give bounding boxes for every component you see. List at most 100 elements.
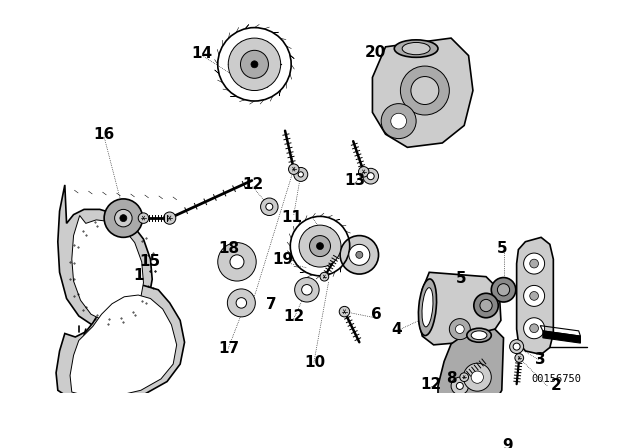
Text: 6: 6 <box>371 307 382 322</box>
Polygon shape <box>214 70 219 74</box>
Polygon shape <box>218 80 223 83</box>
Text: 19: 19 <box>273 252 294 267</box>
Polygon shape <box>291 65 294 69</box>
Circle shape <box>460 373 468 382</box>
Polygon shape <box>349 246 353 250</box>
Text: 17: 17 <box>218 341 239 356</box>
Polygon shape <box>349 238 353 241</box>
Text: 00156750: 00156750 <box>531 374 581 384</box>
Text: 20: 20 <box>365 45 387 60</box>
Ellipse shape <box>471 331 487 340</box>
Text: 15: 15 <box>139 254 160 269</box>
Polygon shape <box>264 27 269 29</box>
Polygon shape <box>239 100 245 102</box>
Circle shape <box>367 172 374 180</box>
Circle shape <box>294 168 308 181</box>
Circle shape <box>115 209 132 227</box>
Text: 8: 8 <box>446 371 456 387</box>
Circle shape <box>474 293 499 318</box>
Polygon shape <box>250 101 255 104</box>
Ellipse shape <box>467 328 492 342</box>
Circle shape <box>524 285 545 306</box>
Polygon shape <box>290 74 292 79</box>
Circle shape <box>120 215 127 222</box>
Polygon shape <box>287 242 291 246</box>
Circle shape <box>451 377 468 395</box>
Polygon shape <box>58 185 152 329</box>
Ellipse shape <box>394 40 438 57</box>
Circle shape <box>391 113 406 129</box>
Circle shape <box>363 168 378 184</box>
Circle shape <box>463 363 492 391</box>
Circle shape <box>340 236 378 274</box>
Polygon shape <box>72 215 143 321</box>
Polygon shape <box>70 295 177 396</box>
Text: 13: 13 <box>344 173 365 188</box>
Circle shape <box>452 404 459 411</box>
Circle shape <box>524 253 545 274</box>
Polygon shape <box>223 89 228 90</box>
Polygon shape <box>236 27 239 33</box>
Polygon shape <box>372 38 473 147</box>
Circle shape <box>515 353 524 362</box>
Circle shape <box>456 325 464 333</box>
Text: 2: 2 <box>550 379 561 393</box>
Circle shape <box>497 284 509 296</box>
Polygon shape <box>346 231 351 233</box>
Polygon shape <box>270 96 273 101</box>
Text: 12: 12 <box>242 177 263 192</box>
Text: 1: 1 <box>133 268 143 283</box>
Polygon shape <box>419 272 501 345</box>
Text: 11: 11 <box>282 210 303 225</box>
Polygon shape <box>312 213 316 217</box>
Circle shape <box>411 77 439 104</box>
Text: 7: 7 <box>266 297 276 312</box>
Circle shape <box>230 255 244 269</box>
Polygon shape <box>341 225 346 226</box>
Polygon shape <box>320 213 324 216</box>
Text: 10: 10 <box>304 355 325 370</box>
Polygon shape <box>286 46 291 48</box>
Circle shape <box>349 244 370 265</box>
Polygon shape <box>255 24 259 28</box>
Text: 12: 12 <box>283 309 305 323</box>
Polygon shape <box>308 275 312 277</box>
Circle shape <box>530 292 538 300</box>
Circle shape <box>480 299 492 312</box>
Circle shape <box>294 278 319 302</box>
Circle shape <box>530 324 538 332</box>
Polygon shape <box>305 215 307 220</box>
Ellipse shape <box>402 43 430 55</box>
Text: 16: 16 <box>93 127 115 142</box>
Circle shape <box>301 284 312 295</box>
Circle shape <box>456 383 463 389</box>
Polygon shape <box>316 276 320 279</box>
Polygon shape <box>438 329 504 425</box>
Circle shape <box>356 251 363 258</box>
Text: 9: 9 <box>502 438 513 448</box>
Circle shape <box>289 164 299 174</box>
Circle shape <box>320 272 329 281</box>
Circle shape <box>104 199 143 237</box>
Circle shape <box>447 399 464 417</box>
Polygon shape <box>287 251 291 254</box>
Circle shape <box>401 66 449 115</box>
Polygon shape <box>516 237 554 354</box>
Circle shape <box>513 343 520 350</box>
Circle shape <box>524 318 545 339</box>
Circle shape <box>228 38 281 90</box>
Circle shape <box>449 319 470 340</box>
Circle shape <box>236 297 246 308</box>
Circle shape <box>381 103 416 138</box>
Circle shape <box>310 236 330 257</box>
Polygon shape <box>328 215 332 217</box>
Text: 12: 12 <box>420 377 442 392</box>
Circle shape <box>339 306 349 317</box>
Circle shape <box>138 213 148 224</box>
Polygon shape <box>260 100 264 104</box>
Polygon shape <box>245 25 249 29</box>
Polygon shape <box>289 259 294 261</box>
Polygon shape <box>228 33 230 39</box>
Polygon shape <box>56 285 184 402</box>
Circle shape <box>299 225 341 267</box>
